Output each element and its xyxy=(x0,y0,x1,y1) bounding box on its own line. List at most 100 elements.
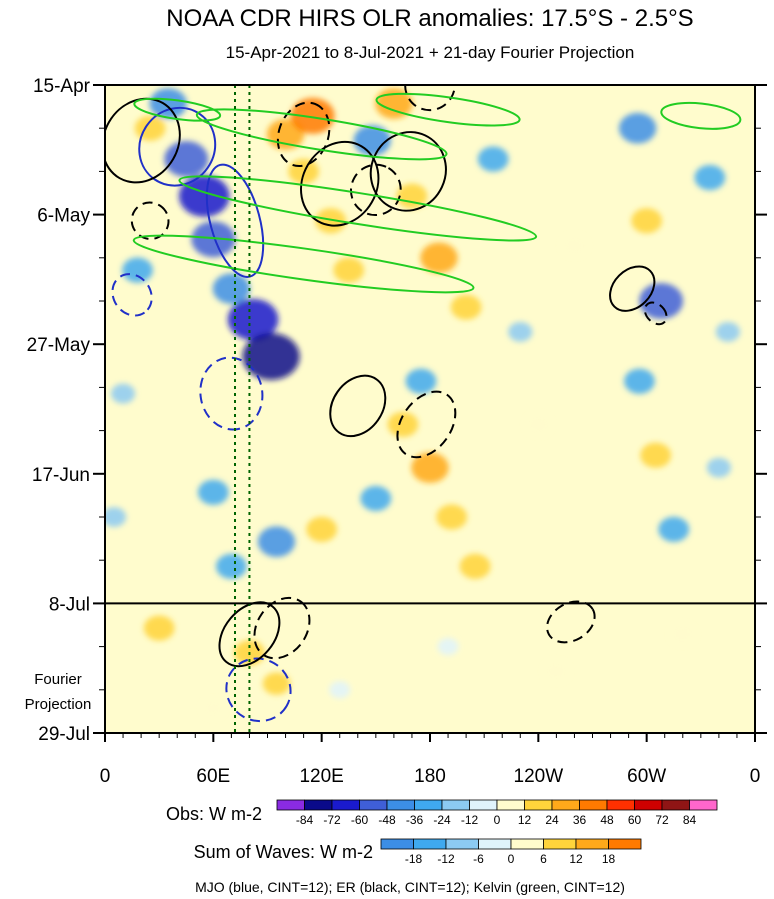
er-contours xyxy=(105,85,668,668)
colorbar-swatch xyxy=(524,799,553,811)
plot-area xyxy=(105,85,755,733)
anomaly-cell xyxy=(122,257,153,283)
colorbar-tick-label: -36 xyxy=(406,813,424,827)
colorbar-swatch xyxy=(579,799,608,811)
anomaly-cell xyxy=(143,615,175,641)
anomaly-cell xyxy=(197,479,229,505)
x-axis: 0 60E 120E 180 120W 60W 0 xyxy=(100,733,761,787)
colorbar-tick-label: -18 xyxy=(405,852,423,866)
obs-colorbar-label: Obs: W m-2 xyxy=(166,804,262,824)
colorbar-swatch xyxy=(543,838,577,850)
anomaly-cell xyxy=(437,638,459,656)
y-tick-label: 8-Jul xyxy=(49,594,90,615)
waves-colorbar: -18 -12 -6 0 6 12 18 xyxy=(380,838,642,866)
x-tick-label: 60E xyxy=(196,766,230,787)
anomaly-cell xyxy=(212,273,251,304)
anomaly-cell xyxy=(242,333,300,380)
anomaly-cell xyxy=(315,208,347,234)
er-contour xyxy=(643,301,668,326)
colorbar-swatch xyxy=(551,799,580,811)
colorbar-swatch xyxy=(445,838,479,850)
anomaly-cell xyxy=(202,699,224,717)
anomaly-cell xyxy=(262,672,291,695)
er-contour xyxy=(546,600,596,644)
anomaly-cell xyxy=(306,516,338,542)
colorbar-tick-label: -48 xyxy=(378,813,396,827)
anomaly-cell xyxy=(508,321,533,342)
anomaly-cell xyxy=(387,411,419,438)
projection-label-line2: Projection xyxy=(25,696,92,713)
anomaly-cell xyxy=(544,661,569,682)
colorbar-tick-label: 36 xyxy=(573,813,587,827)
colorbar-tick-label: 60 xyxy=(628,813,642,827)
x-tick-label: 0 xyxy=(750,766,761,787)
y-tick-label: 17-Jun xyxy=(32,465,90,486)
anomaly-cell xyxy=(411,452,449,483)
er-contour xyxy=(609,265,656,312)
anomaly-cell xyxy=(227,298,279,341)
colorbar-swatch xyxy=(496,799,525,811)
anomaly-cell xyxy=(639,283,684,319)
colorbar-swatch xyxy=(634,799,663,811)
er-contour xyxy=(130,201,170,240)
anomaly-cell xyxy=(562,235,587,256)
y-tick-label: 15-Apr xyxy=(33,76,91,97)
anomaly-cell xyxy=(149,88,187,119)
er-contour xyxy=(369,131,447,212)
anomaly-cell xyxy=(715,321,741,342)
colorbar-swatch xyxy=(575,838,609,850)
y-tick-label: 6-May xyxy=(37,206,90,227)
er-contour xyxy=(349,163,402,217)
anomaly-cell xyxy=(450,294,482,320)
anomaly-cell xyxy=(459,553,491,579)
x-tick-label: 120W xyxy=(514,766,564,787)
colorbar-swatch xyxy=(380,838,414,850)
colorbar-swatch xyxy=(331,799,360,811)
anomaly-cell xyxy=(658,516,690,542)
kelvin-contour xyxy=(660,101,742,130)
anomaly-cell xyxy=(618,112,657,144)
colorbar-swatch xyxy=(689,799,718,811)
anomaly-cell xyxy=(105,507,127,527)
anomaly-cell xyxy=(329,681,351,699)
colorbar-swatch xyxy=(414,799,443,811)
y-axis: 15-Apr 6-May 27-May 17-Jun 8-Jul 29-Jul xyxy=(27,76,767,745)
anomaly-cell xyxy=(164,141,209,178)
colorbar-tick-label: -72 xyxy=(323,813,341,827)
anomaly-cell xyxy=(694,164,726,191)
colorbar-tick-label: 6 xyxy=(540,852,547,866)
mjo-contour xyxy=(225,657,292,723)
mjo-contour xyxy=(199,356,264,431)
anomaly-cell xyxy=(110,383,136,404)
colorbar-tick-label: 84 xyxy=(683,813,697,827)
kelvin-contour xyxy=(132,234,475,294)
anomaly-cell xyxy=(191,221,236,258)
colorbar-swatch xyxy=(276,799,305,811)
anomaly-cell xyxy=(436,504,468,530)
mjo-contour xyxy=(111,273,153,317)
obs-colorbar: -84 -72 -60 -48 -36 -24 -12 0 12 24 36 48 60 72 84 xyxy=(276,799,718,827)
anomaly-cell xyxy=(360,485,392,512)
colorbar-swatch xyxy=(386,799,415,811)
colorbar-swatch xyxy=(510,838,544,850)
anomaly-cell xyxy=(706,457,731,478)
colorbar-swatch xyxy=(441,799,470,811)
anomaly-cell xyxy=(134,115,166,141)
colorbar-swatch xyxy=(413,838,447,850)
colorbar-tick-label: 24 xyxy=(545,813,559,827)
colorbar-swatch xyxy=(661,799,690,811)
anomaly-cell xyxy=(215,553,247,579)
colorbar-swatch xyxy=(469,799,498,811)
projection-label-line1: Fourier xyxy=(34,671,82,688)
chart-subtitle: 15-Apr-2021 to 8-Jul-2021 + 21-day Fouri… xyxy=(226,43,635,62)
kelvin-contour xyxy=(178,175,538,242)
reference-longitude-lines xyxy=(234,85,251,733)
colorbar-tick-label: -12 xyxy=(461,813,479,827)
mjo-contour xyxy=(138,106,217,187)
colorbar-swatch xyxy=(608,838,642,850)
colorbar-tick-label: -60 xyxy=(351,813,369,827)
anomaly-cell xyxy=(333,257,365,283)
colorbar-tick-label: -6 xyxy=(473,852,484,866)
anomaly-cell xyxy=(405,368,437,394)
